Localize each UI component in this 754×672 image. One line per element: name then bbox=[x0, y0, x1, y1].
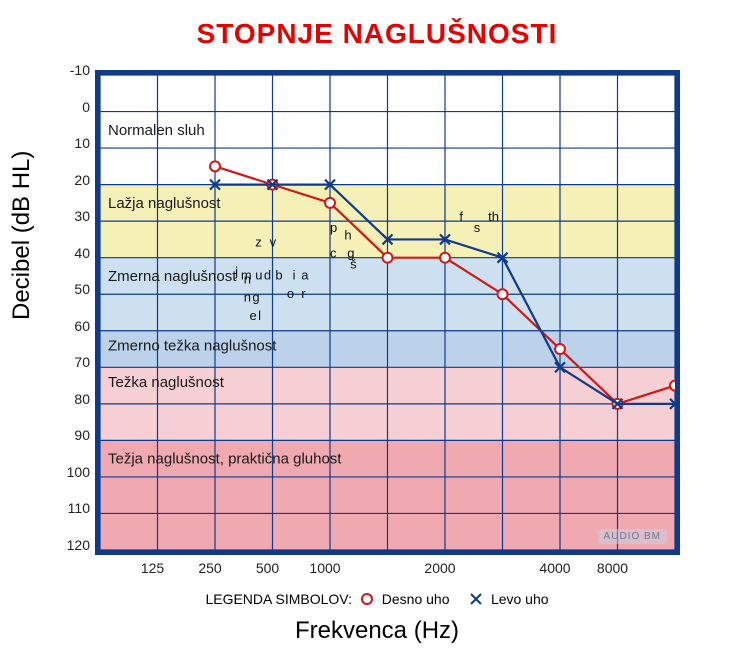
x-tick: 250 bbox=[198, 560, 221, 576]
svg-text:b: b bbox=[275, 268, 282, 283]
svg-text:c: c bbox=[330, 246, 337, 261]
watermark: AUDIO BM bbox=[598, 529, 667, 544]
x-tick: 500 bbox=[256, 560, 279, 576]
chart-container: Decibel (dB HL) Normalen sluhLažja naglu… bbox=[0, 70, 754, 645]
y-tick: 20 bbox=[55, 172, 90, 188]
svg-text:i: i bbox=[293, 268, 296, 283]
y-tick: 110 bbox=[55, 500, 90, 516]
svg-text:r: r bbox=[301, 286, 306, 301]
chart-svg: Normalen sluh Lažja naglušnost Zmerna nagl… bbox=[100, 75, 675, 550]
legend-prefix: LEGENDA SIMBOLOV: bbox=[205, 591, 352, 607]
y-tick: 60 bbox=[55, 318, 90, 334]
y-tick: -10 bbox=[55, 62, 90, 78]
svg-text:z: z bbox=[255, 235, 262, 250]
svg-text:m: m bbox=[241, 268, 252, 283]
x-tick: 1000 bbox=[309, 560, 340, 576]
svg-text:f: f bbox=[459, 209, 463, 224]
svg-text:d: d bbox=[264, 268, 271, 283]
y-tick: 40 bbox=[55, 245, 90, 261]
page-title: STOPNJE NAGLUŠNOSTI bbox=[0, 0, 754, 50]
svg-text:l: l bbox=[258, 308, 261, 323]
x-axis-label: Frekvenca (Hz) bbox=[0, 617, 754, 645]
svg-text:h: h bbox=[344, 227, 351, 242]
svg-text:Težja naglušnost, praktična gl: Težja naglušnost, praktična gluhost bbox=[108, 451, 342, 468]
legend-left-label: Levo uho bbox=[491, 591, 549, 607]
svg-text:Težka naglušnost: Težka naglušnost bbox=[108, 374, 225, 391]
svg-text:v: v bbox=[270, 235, 277, 250]
x-tick: 8000 bbox=[597, 560, 628, 576]
y-tick: 120 bbox=[55, 537, 90, 553]
svg-text:a: a bbox=[301, 268, 309, 283]
svg-text:th: th bbox=[488, 209, 499, 224]
svg-text:g: g bbox=[252, 290, 259, 305]
svg-text:e: e bbox=[250, 308, 257, 323]
x-tick-labels: 125 250 500 1000 2000 4000 8000 bbox=[95, 560, 680, 580]
legend: LEGENDA SIMBOLOV: Desno uho Levo uho bbox=[0, 591, 754, 609]
svg-text:Normalen sluh: Normalen sluh bbox=[108, 122, 205, 139]
y-tick: 50 bbox=[55, 281, 90, 297]
audiogram-plot: Normalen sluh Lažja naglušnost Zmerna nagl… bbox=[95, 70, 680, 555]
x-tick: 2000 bbox=[424, 560, 455, 576]
x-tick: 125 bbox=[141, 560, 164, 576]
legend-right-symbol bbox=[360, 592, 374, 609]
svg-text:p: p bbox=[330, 220, 337, 235]
y-tick: 90 bbox=[55, 427, 90, 443]
y-tick: 0 bbox=[55, 99, 90, 115]
y-tick: 30 bbox=[55, 208, 90, 224]
svg-text:j: j bbox=[234, 264, 238, 279]
svg-text:Lažja naglušnost: Lažja naglušnost bbox=[108, 195, 221, 212]
svg-text:Zmerna naglušnost: Zmerna naglušnost bbox=[108, 268, 237, 285]
svg-text:s: s bbox=[474, 220, 481, 235]
y-tick: 10 bbox=[55, 135, 90, 151]
y-tick: 70 bbox=[55, 354, 90, 370]
svg-text:o: o bbox=[287, 286, 294, 301]
y-tick: 100 bbox=[55, 464, 90, 480]
svg-text:u: u bbox=[255, 268, 262, 283]
y-tick: 80 bbox=[55, 391, 90, 407]
svg-text:Zmerno težka naglušnost: Zmerno težka naglušnost bbox=[108, 337, 277, 354]
legend-right-label: Desno uho bbox=[382, 591, 450, 607]
legend-left-symbol bbox=[469, 592, 483, 609]
svg-text:n: n bbox=[244, 290, 251, 305]
x-tick: 4000 bbox=[539, 560, 570, 576]
svg-text:š: š bbox=[350, 257, 357, 272]
